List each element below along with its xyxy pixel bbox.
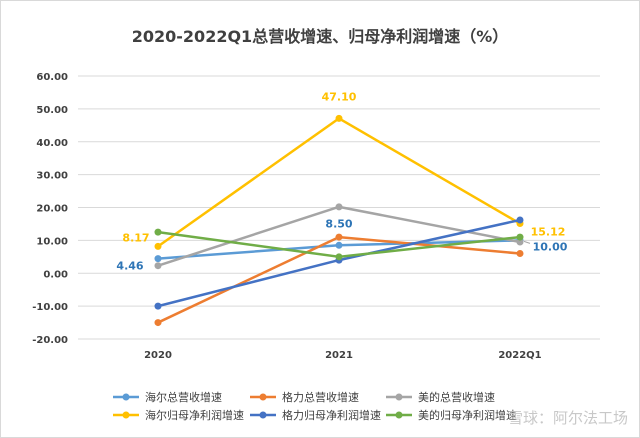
data-label: 15.12 [531, 226, 566, 239]
data-point [154, 262, 162, 270]
legend-label: 美的总营收增速 [418, 390, 495, 404]
legend-marker [395, 411, 403, 419]
y-tick-label: 30.00 [36, 171, 68, 182]
data-label: 47.10 [322, 90, 357, 103]
legend-label: 美的归母净利润增速 [418, 408, 517, 422]
legend-marker [122, 411, 130, 419]
chart-title: 2020-2022Q1总营收增速、归母净利润增速（%） [132, 27, 508, 46]
data-point [154, 242, 162, 250]
legend-label: 格力总营收增速 [282, 390, 359, 404]
data-point [516, 216, 524, 224]
data-point [335, 114, 343, 122]
y-tick-label: -10.00 [32, 302, 68, 313]
data-point [154, 302, 162, 310]
series-lines [154, 114, 524, 327]
data-point [335, 241, 343, 249]
legend-marker [259, 411, 267, 419]
legend-marker [259, 393, 267, 401]
data-point [335, 233, 343, 241]
data-point [154, 255, 162, 263]
x-tick-label: 2021 [325, 350, 353, 361]
data-point [516, 250, 524, 258]
series-line [157, 235, 521, 324]
y-tick-label: 10.00 [36, 236, 68, 247]
legend-marker [122, 393, 130, 401]
label-leader-line [523, 240, 531, 244]
watermark-text: 雪球：阿尔法工场 [507, 409, 628, 427]
y-tick-label: 40.00 [36, 138, 68, 149]
data-label: 8.50 [325, 217, 352, 230]
data-label: 10.00 [533, 240, 568, 253]
y-tick-label: 0.00 [43, 269, 68, 280]
x-tick-label: 2022Q1 [498, 350, 541, 361]
legend-label: 海尔归母净利润增速 [145, 408, 244, 422]
data-label: 8.17 [122, 231, 149, 244]
grid-lines [78, 75, 600, 340]
legend-marker [395, 393, 403, 401]
y-tick-label: -20.00 [32, 335, 68, 346]
legend-label: 海尔总营收增速 [145, 390, 222, 404]
data-point [516, 233, 524, 241]
data-point [154, 228, 162, 236]
data-point [335, 253, 343, 261]
data-point [516, 238, 524, 246]
legend-label: 格力归母净利润增速 [282, 408, 381, 422]
data-point [154, 319, 162, 327]
x-axis: 2020 2021 2022Q1 [144, 350, 542, 361]
x-tick-label: 2020 [144, 350, 172, 361]
y-tick-label: 20.00 [36, 204, 68, 215]
data-point [335, 203, 343, 211]
y-tick-label: 50.00 [36, 105, 68, 116]
y-axis: -20.00 -10.00 0.00 10.00 20.00 30.00 40.00 50.0… [32, 72, 68, 346]
y-tick-label: 60.00 [36, 72, 68, 83]
data-label: 4.46 [116, 260, 143, 273]
